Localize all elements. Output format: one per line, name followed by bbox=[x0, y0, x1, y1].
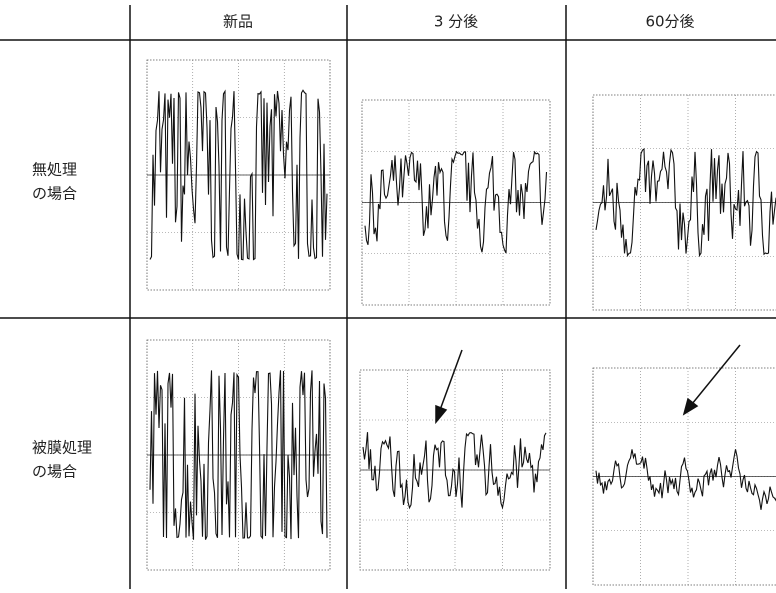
row-label: 無処理 bbox=[32, 161, 77, 179]
row-label: の場合 bbox=[32, 185, 77, 203]
row-label: 被膜処理 bbox=[32, 439, 92, 457]
column-header: 新品 bbox=[223, 13, 253, 31]
page: 新品 3 分後 60分後 無処理 の場合 被膜処理 の場合 bbox=[0, 0, 776, 589]
column-header: 60分後 bbox=[645, 13, 694, 31]
arrow bbox=[436, 345, 740, 422]
column-header: 3 分後 bbox=[434, 13, 478, 31]
scope-trace bbox=[596, 449, 776, 510]
row-label: の場合 bbox=[32, 463, 77, 481]
oscilloscope-images bbox=[147, 60, 776, 585]
